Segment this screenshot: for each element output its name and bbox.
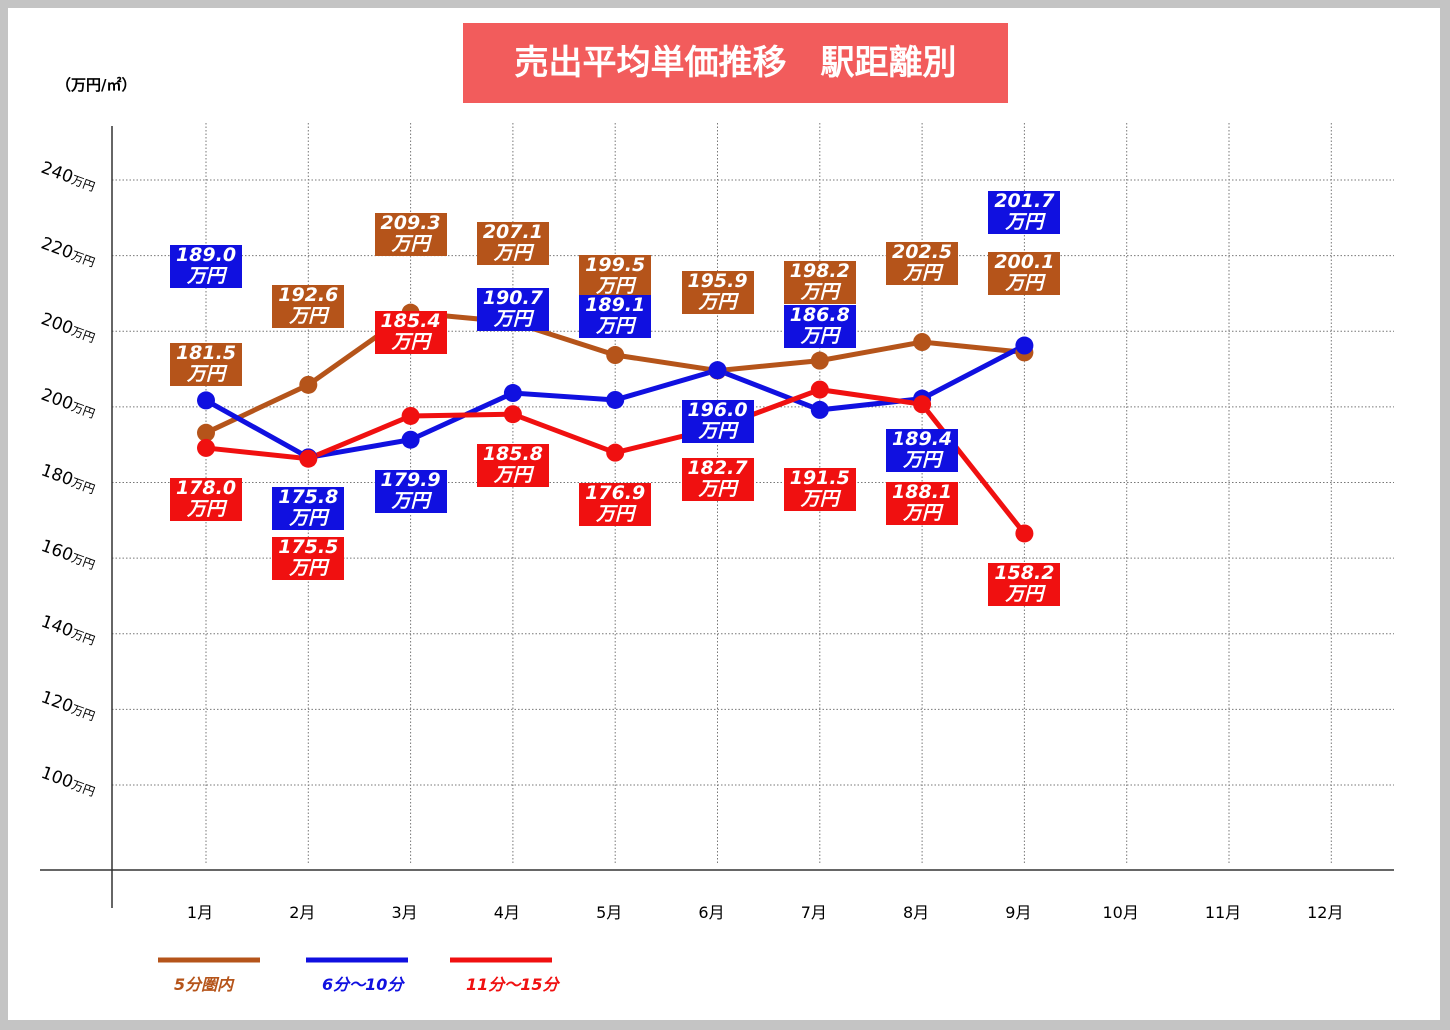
x-tick-label: 2月 [289,903,315,922]
x-tick-label: 5月 [596,903,622,922]
data-point [1015,336,1034,355]
y-tick-label: 140万円 [38,612,98,650]
data-point [606,390,625,409]
data-point [401,406,420,425]
y-tick-label: 200万円 [38,309,98,347]
data-point [606,443,625,462]
data-point [606,346,625,365]
x-tick-label: 10月 [1103,903,1139,922]
data-point [503,384,522,403]
data-label: 202.5万円 [886,242,959,286]
data-label: 192.6万円 [272,284,345,328]
data-label: 190.7万円 [476,288,549,332]
y-tick-label: 100万円 [38,763,98,801]
data-label: 195.9万円 [681,270,754,314]
legend-label: 5分圏内 [174,975,234,994]
data-label: 196.0万円 [681,400,754,444]
x-tick-label: 11月 [1205,903,1241,922]
legend-label: 11分～15分 [466,975,559,994]
y-tick-unit: 万円 [69,173,96,194]
data-point [197,391,215,410]
legend-label: 6分～10分 [322,975,404,994]
data-label: 175.8万円 [272,487,345,531]
data-label: 189.0万円 [170,245,242,289]
data-point [913,395,932,414]
data-label: 191.5万円 [783,467,856,511]
data-point [503,405,522,424]
data-point [913,333,932,352]
data-label: 200.1万円 [988,252,1061,296]
data-point [299,449,318,468]
data-point [401,430,420,449]
data-label: 178.0万円 [170,477,242,521]
data-point [197,438,215,457]
x-tick-label: 7月 [801,903,827,922]
y-tick-unit: 万円 [69,551,96,572]
data-point [810,351,829,370]
y-tick-unit: 万円 [69,400,96,421]
y-tick-label: 200万円 [38,385,98,423]
x-tick-label: 4月 [494,903,520,922]
y-tick-label: 240万円 [38,158,98,196]
data-label: 186.8万円 [783,304,856,348]
x-tick-label: 3月 [392,903,418,922]
x-tick-label: 12月 [1307,903,1343,922]
data-label: 175.5万円 [272,536,345,580]
y-tick-unit: 万円 [69,702,96,723]
data-label: 182.7万円 [681,457,754,501]
data-label: 189.1万円 [579,294,652,338]
data-point [1015,524,1034,543]
data-label: 185.8万円 [476,444,549,488]
data-label: 158.2万円 [988,563,1061,607]
data-label: 207.1万円 [476,222,549,266]
y-tick-label: 120万円 [38,687,98,725]
data-label: 189.4万円 [886,428,959,472]
data-label: 199.5万円 [579,255,652,299]
data-point [299,375,318,394]
data-label: 188.1万円 [886,482,959,526]
data-point [197,423,215,442]
y-tick-label: 160万円 [38,536,98,574]
y-tick-unit: 万円 [69,324,96,345]
y-tick-unit: 万円 [69,248,96,269]
y-axis-label: （万円/㎡） [56,76,137,94]
data-label: 179.9万円 [374,469,447,513]
data-point [810,380,829,399]
x-tick-label: 1月 [187,903,213,922]
data-point [708,361,727,380]
y-tick-unit: 万円 [69,627,96,648]
data-label: 201.7万円 [988,190,1061,234]
page: 240万円 220万円 200万円 200万円 180万円 160万円 140万円 120万円… [8,8,1440,1020]
chart-title: 売出平均単価推移 駅距離別 [463,23,1008,103]
data-label: 209.3万円 [374,212,447,256]
y-tick-label: 180万円 [38,460,98,498]
x-tick-label: 6月 [698,903,724,922]
x-tick-label: 8月 [903,903,929,922]
data-label: 185.4万円 [374,310,447,354]
x-tick-label: 9月 [1005,903,1031,922]
data-point [810,400,829,419]
data-label: 198.2万円 [783,260,856,304]
y-tick-unit: 万円 [69,778,96,799]
y-tick-label: 220万円 [38,234,98,272]
data-label: 176.9万円 [579,482,652,526]
y-tick-unit: 万円 [69,475,96,496]
data-label: 181.5万円 [170,342,242,386]
